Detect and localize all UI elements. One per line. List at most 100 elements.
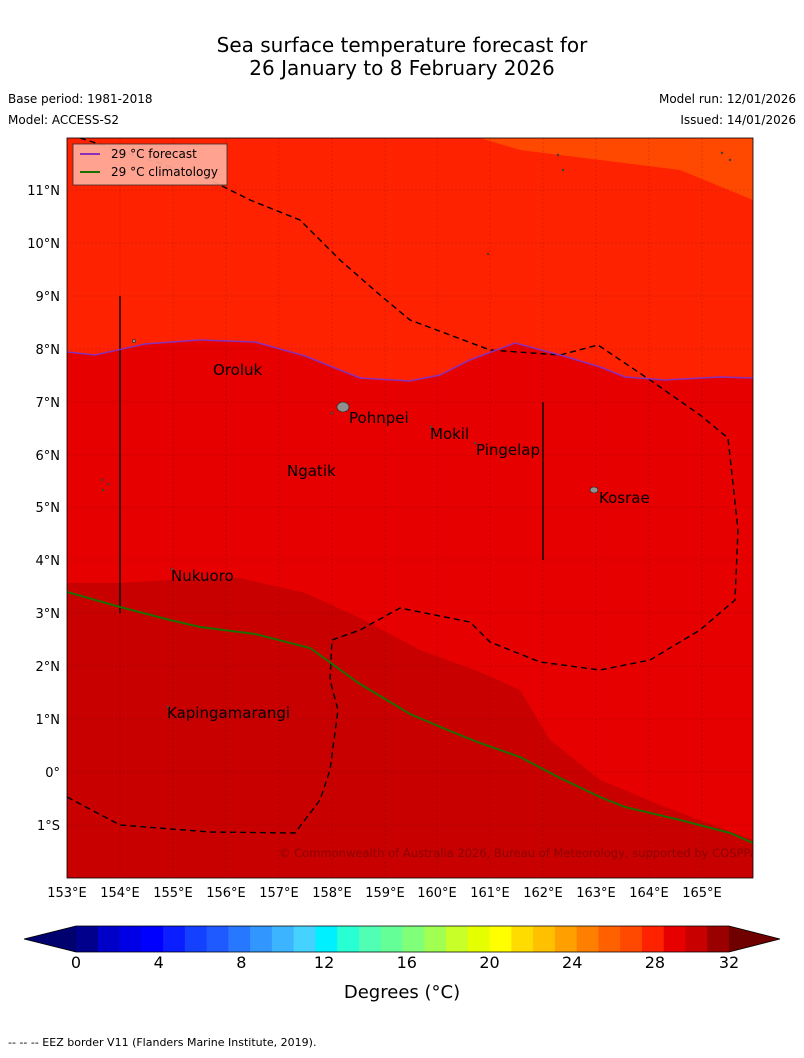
lat-label: 11°N — [27, 184, 60, 199]
colorbar-label: Degrees (°C) — [343, 982, 461, 1003]
colorbar-swatch — [337, 926, 360, 952]
lat-label: 4°N — [36, 554, 61, 569]
climatology-29c-contour — [67, 591, 753, 844]
colorbar-swatch — [446, 926, 469, 952]
island-pohnpei — [336, 401, 350, 413]
colorbar-swatch — [663, 926, 686, 952]
colorbar-tick: 8 — [236, 953, 246, 972]
lat-label: 2°N — [36, 660, 61, 675]
lat-label: 7°N — [36, 396, 61, 411]
sst-map: Oroluk Pohnpei Mokil Pingelap Ngatik Kos… — [23, 137, 781, 972]
colorbar-tick: 16 — [397, 953, 417, 972]
legend-box: 29 °C forecast 29 °C climatology — [72, 143, 228, 186]
place-labels: Oroluk Pohnpei Mokil Pingelap Ngatik Kos… — [167, 361, 650, 722]
island-oroluk — [132, 339, 136, 343]
colorbar-tick: 28 — [645, 953, 665, 972]
colorbar-swatch — [641, 926, 665, 952]
colorbar-swatch — [141, 926, 164, 952]
colorbar-swatch — [184, 926, 207, 952]
island-ngatik — [330, 411, 334, 415]
colorbar-swatch — [424, 926, 447, 952]
lat-label: 0° — [45, 766, 60, 781]
island-kosrae — [589, 486, 599, 494]
colorbar-swatch — [467, 926, 490, 952]
lon-label: 158°E — [312, 886, 352, 901]
lon-label: 162°E — [523, 886, 563, 901]
lon-label: 155°E — [153, 886, 193, 901]
colorbar-swatch — [228, 926, 251, 952]
colorbar-swatch — [206, 926, 229, 952]
colorbar-swatch — [685, 926, 708, 952]
lon-label: 153°E — [47, 886, 87, 901]
lon-label: 161°E — [470, 886, 510, 901]
colorbar-swatch — [97, 926, 120, 952]
colorbar-tick: 0 — [71, 953, 81, 972]
colorbar-swatch — [489, 926, 512, 952]
colorbar-frame — [23, 925, 781, 953]
lon-label: 157°E — [259, 886, 299, 901]
colorbar-swatch — [271, 926, 295, 952]
colorbar-swatch — [402, 926, 425, 952]
colorbar-swatch — [315, 926, 338, 952]
colorbar-swatch — [163, 926, 186, 952]
island-kapinga — [166, 705, 170, 709]
colorbar-swatch — [707, 926, 730, 952]
colorbar-tick: 32 — [719, 953, 739, 972]
lat-label: 1°S — [37, 819, 60, 834]
island-nukuoro — [170, 567, 174, 571]
place-pohnpei: Pohnpei — [349, 409, 409, 427]
colorbar-swatch — [620, 926, 643, 952]
lon-axis-labels: 153°E 154°E 155°E 156°E 157°E 158°E 159°… — [47, 886, 722, 901]
colorbar-swatch — [293, 926, 316, 952]
colorbar-swatch — [250, 926, 273, 952]
lat-label: 9°N — [36, 290, 61, 305]
legend-forecast-label: 29 °C forecast — [111, 147, 197, 161]
base-period: Base period: 1981-2018 — [8, 92, 153, 106]
place-pingelap: Pingelap — [476, 441, 540, 459]
place-kosrae: Kosrae — [599, 489, 650, 507]
copyright-notice: © Commonwealth of Australia 2026, Bureau… — [279, 846, 763, 860]
place-ngatik: Ngatik — [287, 462, 336, 480]
lat-label: 1°N — [36, 713, 61, 728]
lat-label: 3°N — [36, 607, 61, 622]
colorbar-tick: 4 — [154, 953, 164, 972]
legend-climatology-label: 29 °C climatology — [111, 165, 218, 179]
lon-label: 154°E — [100, 886, 140, 901]
colorbar-tick-labels: 0 4 8 12 16 20 24 28 32 — [71, 953, 739, 972]
colorbar-tick: 24 — [562, 953, 582, 972]
colorbar-swatch — [119, 926, 142, 952]
eez-footnote: -- -- -- EEZ border V11 (Flanders Marine… — [8, 1036, 317, 1049]
lon-label: 160°E — [417, 886, 457, 901]
title-line-2: 26 January to 8 February 2026 — [249, 56, 555, 80]
lon-label: 159°E — [365, 886, 405, 901]
model-name: Model: ACCESS-S2 — [8, 113, 120, 127]
colorbar-swatch — [533, 926, 556, 952]
colorbar-swatch — [576, 926, 599, 952]
title-line-1: Sea surface temperature forecast for — [216, 33, 588, 57]
model-run: Model run: 12/01/2026 — [658, 92, 796, 106]
place-kapingamarangi: Kapingamarangi — [167, 704, 290, 722]
lat-axis-labels: 11°N 10°N 9°N 8°N 7°N 6°N 5°N 4°N 3°N 2°… — [27, 184, 60, 834]
place-mokil: Mokil — [430, 425, 469, 443]
colorbar-swatch — [598, 926, 621, 952]
lon-label: 163°E — [576, 886, 616, 901]
colorbar-swatch — [358, 926, 382, 952]
zone-above-30 — [67, 578, 753, 878]
lon-label: 165°E — [682, 886, 722, 901]
colorbar-swatch — [380, 926, 403, 952]
place-nukuoro: Nukuoro — [171, 567, 234, 585]
colorbar-tick: 12 — [314, 953, 334, 972]
map-frame — [66, 137, 754, 879]
lon-label: 164°E — [629, 886, 669, 901]
lat-label: 6°N — [36, 449, 61, 464]
colorbar-under-arrow — [24, 926, 76, 952]
colorbar-swatch — [76, 926, 99, 952]
island-pingelap — [473, 441, 477, 445]
colorbar-tick: 20 — [479, 953, 499, 972]
lat-label: 8°N — [36, 343, 61, 358]
issued-date: Issued: 14/01/2026 — [680, 113, 796, 127]
zone-27-28 — [480, 138, 753, 200]
colorbar-over-arrow — [729, 926, 780, 952]
colorbar-swatch — [511, 926, 534, 952]
place-oroluk: Oroluk — [213, 361, 262, 379]
